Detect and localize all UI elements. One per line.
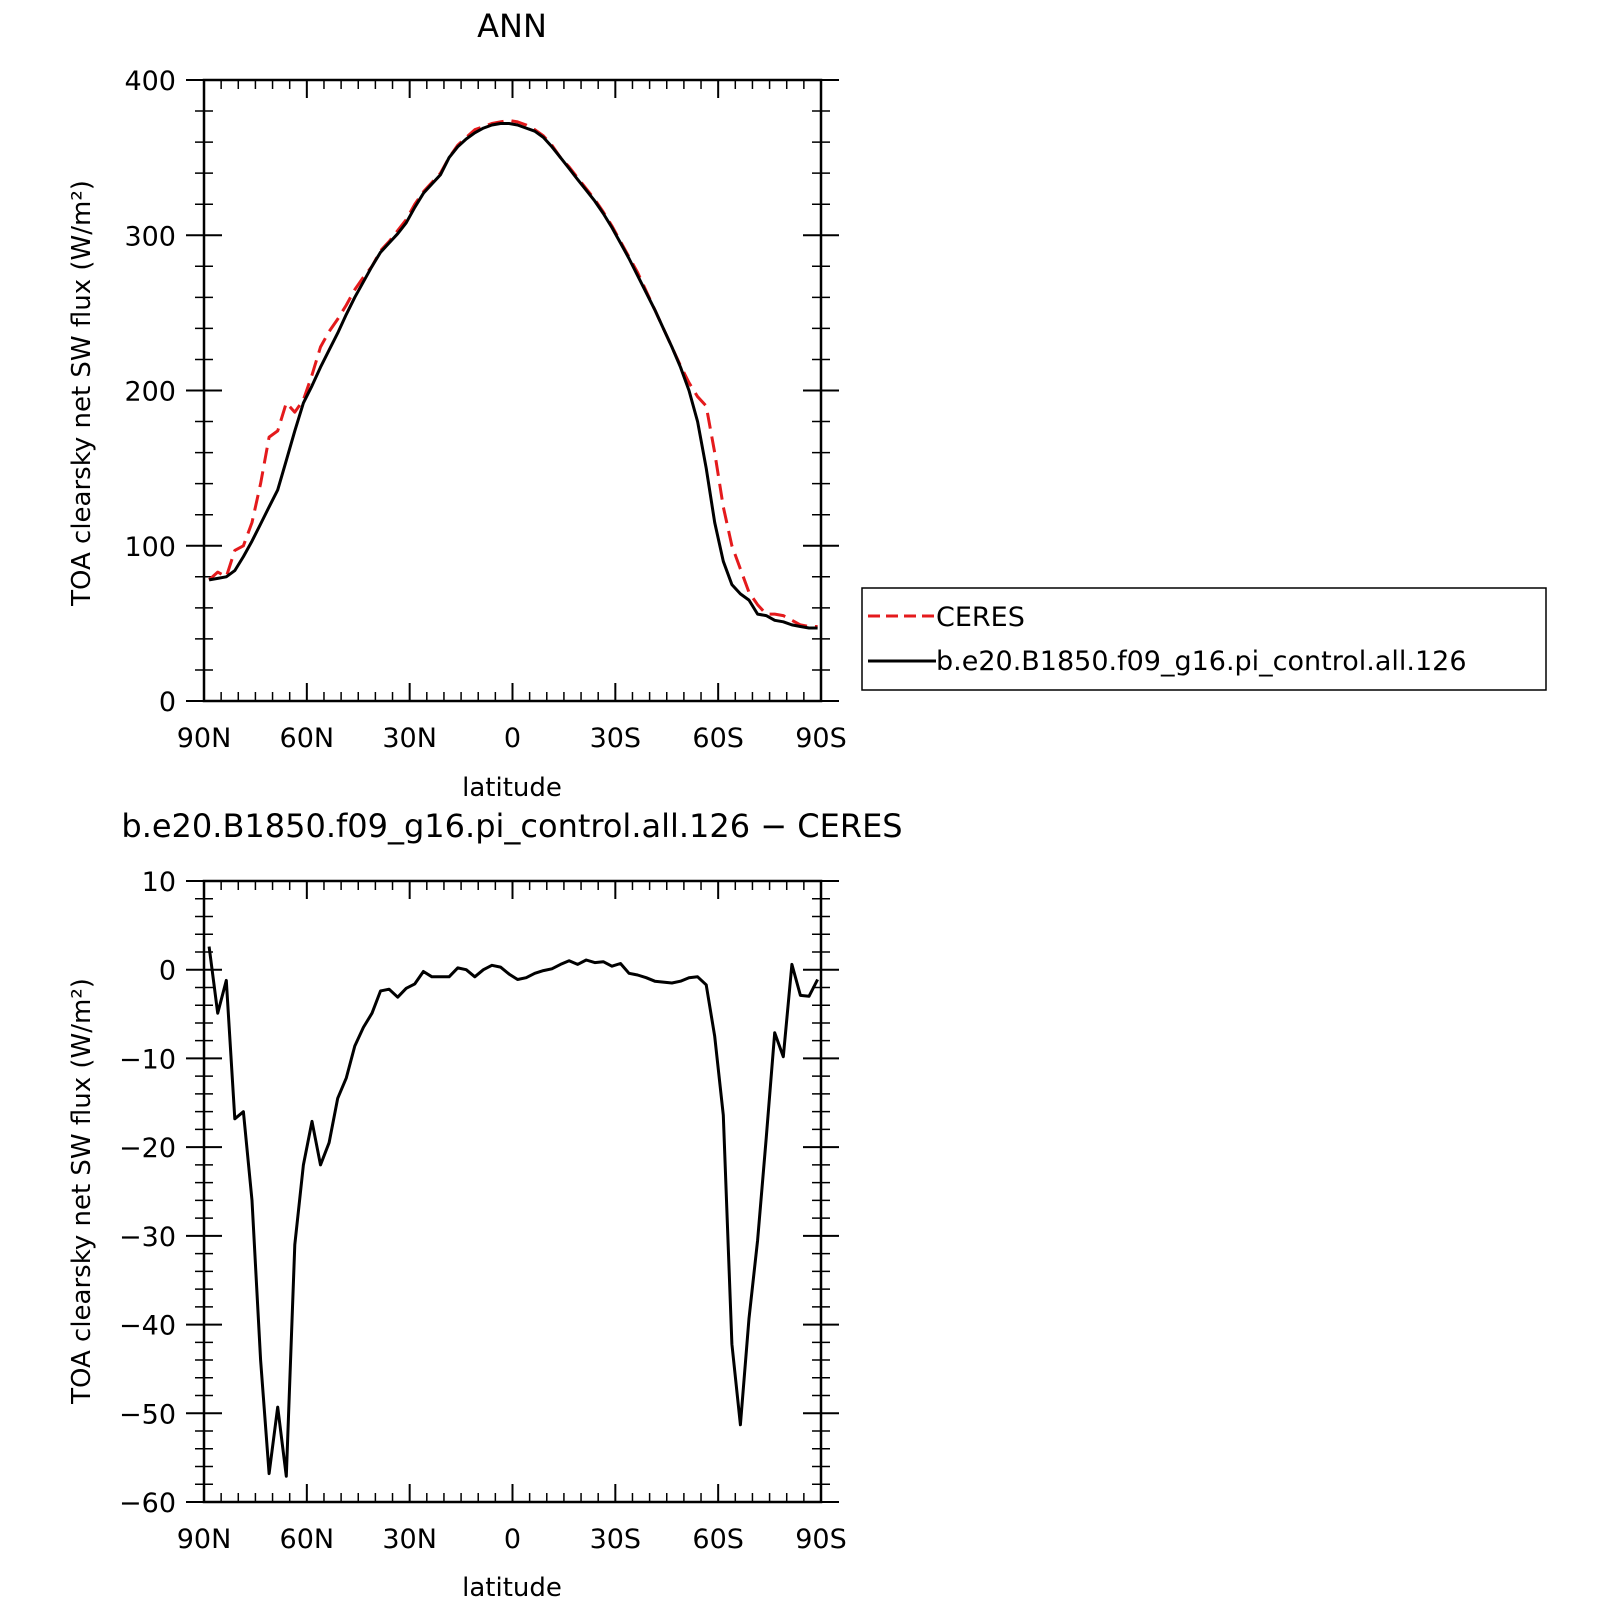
y-tick-label: 200 — [124, 377, 176, 408]
y-tick-label: −60 — [119, 1488, 176, 1519]
top-panel-ticks — [186, 79, 839, 702]
series-line-ceres — [208, 118, 818, 628]
top-panel-series — [208, 118, 818, 630]
bottom-panel-series — [207, 946, 819, 1478]
y-tick-label: −40 — [119, 1311, 176, 1342]
top-panel-title: ANN — [477, 7, 547, 45]
x-tick-label: 90N — [177, 1524, 232, 1555]
y-tick-label: −50 — [119, 1399, 176, 1430]
top-panel-x-tick-labels: 90N 60N 30N 0 30S 60S 90S — [177, 723, 847, 754]
y-tick-label: 400 — [124, 66, 176, 97]
y-tick-label: −10 — [119, 1044, 176, 1075]
bottom-panel-title: b.e20.B1850.f09_g16.pi_control.all.126 −… — [121, 807, 902, 845]
y-tick-label: 10 — [142, 867, 176, 898]
legend-label-ceres: CERES — [936, 602, 1025, 633]
x-tick-label: 60N — [280, 1524, 335, 1555]
y-tick-label: 0 — [159, 956, 176, 987]
x-tick-label: 60S — [692, 723, 744, 754]
x-tick-label: 0 — [504, 723, 521, 754]
x-tick-label: 30N — [382, 723, 437, 754]
x-tick-label: 90S — [795, 1524, 847, 1555]
top-panel-y-tick-labels: 0 100 200 300 400 — [124, 66, 176, 718]
x-tick-label: 30S — [590, 723, 642, 754]
legend-box — [861, 587, 1547, 691]
y-tick-label: −30 — [119, 1222, 176, 1253]
top-panel: ANN latitude TOA clearsky net SW flux (W… — [67, 7, 847, 803]
top-panel-y-axis-label: TOA clearsky net SW flux (W/m²) — [67, 180, 97, 607]
x-tick-label: 90N — [177, 723, 232, 754]
x-tick-label: 90S — [795, 723, 847, 754]
top-panel-plot-frame — [202, 78, 823, 703]
legend: CERES b.e20.B1850.f09_g16.pi_control.all… — [861, 587, 1547, 691]
x-tick-label: 0 — [504, 1524, 521, 1555]
bottom-panel-x-tick-labels: 90N 60N 30N 0 30S 60S 90S — [177, 1524, 847, 1555]
x-tick-label: 60N — [280, 723, 335, 754]
y-tick-label: −20 — [119, 1133, 176, 1164]
bottom-panel-y-tick-labels: −60 −50 −40 −30 −20 −10 0 10 — [119, 867, 176, 1519]
top-panel-x-axis-label: latitude — [462, 773, 562, 803]
y-tick-label: 100 — [124, 532, 176, 563]
series-line-difference — [207, 946, 819, 1478]
x-tick-label: 30N — [382, 1524, 437, 1555]
bottom-panel-plot-frame — [202, 879, 823, 1504]
bottom-panel: b.e20.B1850.f09_g16.pi_control.all.126 −… — [67, 807, 903, 1602]
y-tick-label: 0 — [159, 687, 176, 718]
x-tick-label: 30S — [590, 1524, 642, 1555]
series-line-model — [208, 122, 818, 630]
x-tick-label: 60S — [692, 1524, 744, 1555]
y-tick-label: 300 — [124, 221, 176, 252]
bottom-panel-y-axis-label: TOA clearsky net SW flux (W/m²) — [67, 978, 97, 1405]
legend-label-model: b.e20.B1850.f09_g16.pi_control.all.126 — [936, 646, 1467, 677]
bottom-panel-x-axis-label: latitude — [462, 1573, 562, 1602]
